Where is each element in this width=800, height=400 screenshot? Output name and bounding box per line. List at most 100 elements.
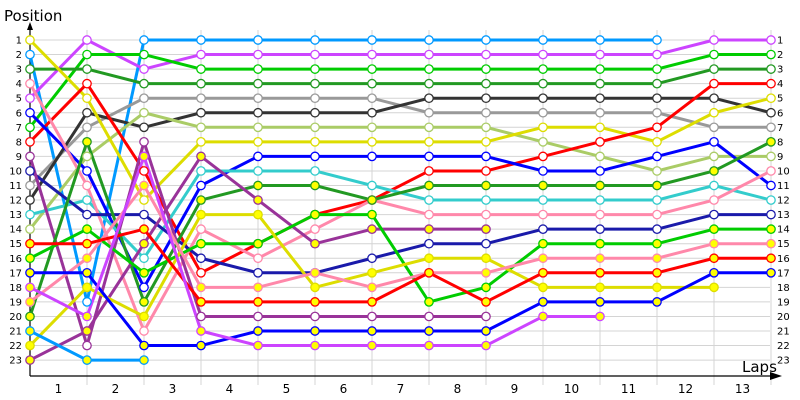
y-tick-label: 14 [9,225,22,236]
data-point-marker [595,166,605,176]
data-point-marker [310,93,320,104]
data-point-marker [139,166,149,176]
data-point-marker [595,311,605,322]
data-point-marker [766,180,776,191]
data-point-marker [652,107,662,118]
data-point-marker [481,253,491,264]
data-point-marker [253,253,263,264]
data-point-marker [481,209,491,220]
data-point-marker [595,253,605,264]
data-point-marker [652,166,662,176]
data-point-marker [310,209,320,220]
data-point-marker [82,122,92,133]
data-point-marker [25,78,35,89]
data-point-marker [367,137,377,147]
data-point-marker [253,195,263,205]
y-tick-label-right: 11 [777,181,790,192]
series-green-2 [29,213,771,304]
data-point-marker [538,238,548,249]
x-axis-arrow-icon [770,372,782,380]
data-point-marker [709,151,719,162]
data-point-marker [253,137,263,147]
y-tick-label-right: 21 [777,327,790,338]
data-point-marker [652,180,662,191]
series-line [28,82,772,333]
data-point-marker [595,151,605,162]
data-point-marker [424,49,434,60]
series-line [30,227,771,304]
data-point-marker [196,166,206,176]
series-dark-green [30,67,771,86]
data-point-marker [424,253,434,264]
data-point-marker [253,35,263,45]
data-point-marker [766,93,776,104]
data-point-marker [196,209,206,220]
data-point-marker [82,64,92,74]
y-tick-label-right: 2 [777,50,783,61]
data-point-marker [139,224,149,234]
data-point-marker [25,64,35,74]
data-point-marker [424,267,434,278]
data-point-marker [709,137,719,147]
series-violet [28,38,771,100]
data-point-marker [25,224,35,234]
data-point-marker [139,253,149,264]
y-tick-label-right: 16 [777,254,790,265]
data-point-marker [481,238,491,249]
data-point-marker [139,122,149,133]
data-point-marker [652,195,662,205]
y-tick-label: 8 [16,137,22,148]
data-point-marker [652,137,662,147]
markers-green [25,49,776,133]
data-point-marker [709,166,719,176]
data-point-marker [196,297,206,307]
x-tick-label: 2 [112,382,120,396]
data-point-marker [652,253,662,264]
data-point-marker [481,137,491,147]
data-point-marker [253,340,263,351]
data-point-marker [367,35,377,45]
data-point-marker [709,282,719,293]
data-point-marker [538,267,548,278]
data-point-marker [538,224,548,234]
data-point-marker [25,238,35,249]
data-point-marker [652,151,662,162]
data-point-marker [595,93,605,104]
data-point-marker [766,224,776,234]
data-point-marker [481,311,491,322]
data-point-marker [766,253,776,264]
data-point-marker [310,180,320,191]
data-point-marker [139,151,149,162]
data-point-marker [196,122,206,133]
data-point-marker [766,49,776,60]
y-tick-label-right: 20 [777,312,790,323]
data-point-marker [595,238,605,249]
y-tick-label-right: 12 [777,196,790,207]
data-point-marker [481,64,491,74]
data-point-marker [538,166,548,176]
markers-red [25,78,776,278]
data-point-marker [139,64,149,74]
data-point-marker [139,355,149,365]
data-point-marker [196,78,206,89]
markers-purple [25,137,491,351]
y-tick-label-right: 18 [777,283,790,294]
y-axis-title: Position [4,7,62,25]
data-point-marker [367,93,377,104]
data-point-marker [196,326,206,336]
data-point-marker [595,267,605,278]
data-point-marker [367,64,377,74]
y-tick-label-right: 19 [777,297,790,308]
data-point-marker [196,267,206,278]
data-point-marker [367,195,377,205]
data-point-marker [538,195,548,205]
data-point-marker [424,151,434,162]
data-point-marker [595,224,605,234]
data-point-marker [367,78,377,89]
x-tick-label: 13 [735,382,750,396]
data-point-marker [253,209,263,220]
data-point-marker [709,78,719,89]
data-point-marker [766,78,776,89]
series-line [29,184,771,304]
